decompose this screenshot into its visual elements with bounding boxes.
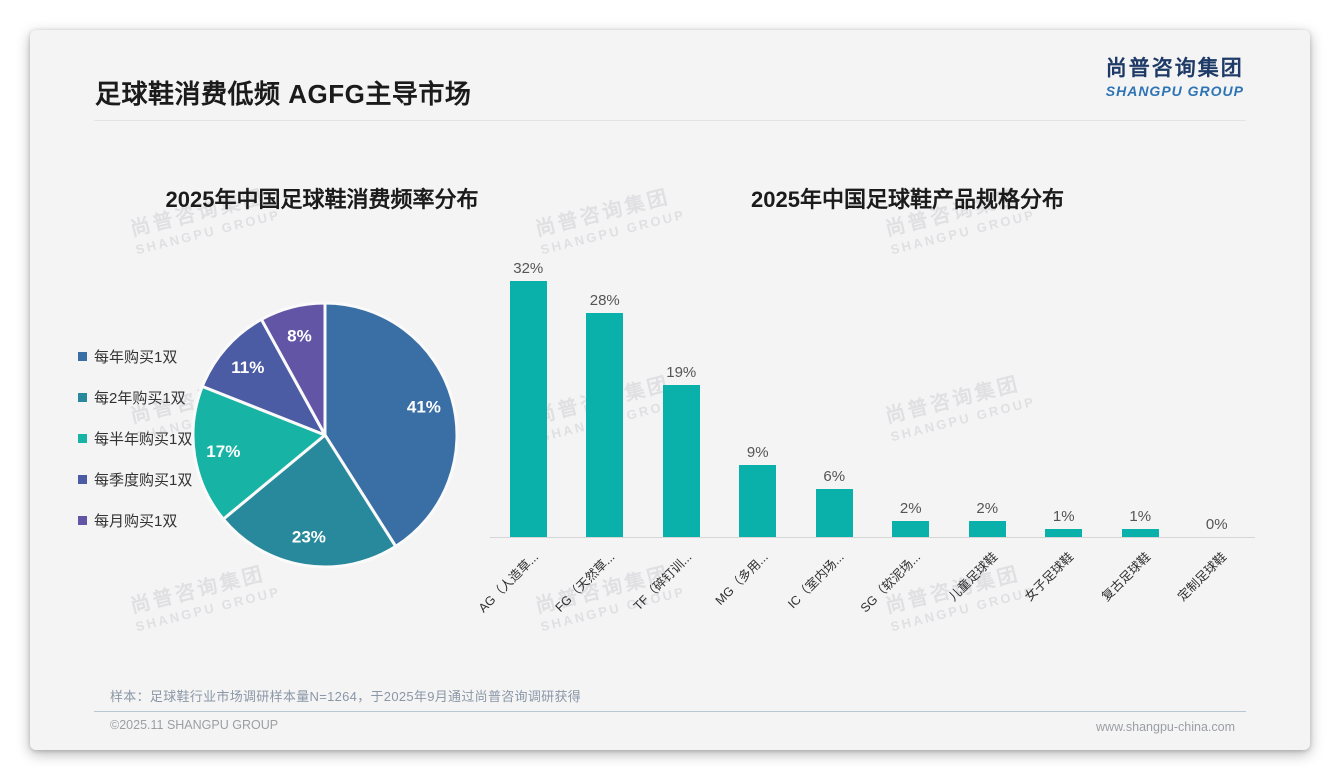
bar-value-label: 19% — [666, 364, 697, 381]
bar-category-label: 定制足球鞋 — [1175, 549, 1230, 604]
bar-value-label: 9% — [746, 444, 769, 461]
bar-column: 1% — [1102, 252, 1179, 537]
logo-english-text: SHANGPU GROUP — [1105, 83, 1244, 99]
bar-value-label: 2% — [976, 500, 999, 517]
bar — [815, 489, 853, 537]
bar-category-label: 女子足球鞋 — [1022, 549, 1077, 604]
legend-swatch — [78, 434, 87, 443]
bar-category-label: TF（碎钉训... — [630, 549, 694, 614]
legend-swatch — [78, 352, 87, 361]
legend-swatch — [78, 475, 87, 484]
legend-item: 每2年购买1双 — [78, 387, 192, 408]
legend-item: 每半年购买1双 — [78, 428, 192, 449]
bar-column: 1% — [1026, 252, 1103, 537]
pie-chart: 41% 23% 17% 11% 8% — [191, 301, 459, 569]
pie-value-label: 11% — [231, 358, 264, 377]
bar-column: 0% — [1179, 252, 1256, 537]
bar-value-label: 1% — [1129, 508, 1152, 525]
bar — [662, 385, 700, 537]
pie-legend: 每年购买1双 每2年购买1双 每半年购买1双 每季度购买1双 每月购买1双 — [78, 346, 192, 551]
bar-column: 19% — [643, 252, 720, 537]
bar-column: 6% — [796, 252, 873, 537]
legend-label: 每半年购买1双 — [94, 431, 193, 448]
page-title: 足球鞋消费低频 AGFG主导市场 — [95, 79, 472, 109]
bar-column: 2% — [873, 252, 950, 537]
legend-label: 每2年购买1双 — [94, 390, 186, 407]
website-text: www.shangpu-china.com — [1096, 720, 1235, 734]
bar-column: 9% — [720, 252, 797, 537]
bar-value-label: 6% — [823, 468, 846, 485]
slide-card: 尚普咨询集团 SHANGPU GROUP 尚普咨询集团 SHANGPU GROUP 尚普… — [30, 30, 1310, 750]
legend-item: 每月购买1双 — [78, 510, 192, 531]
bar-category-label: FG（天然草... — [552, 549, 618, 615]
pie-slice — [259, 301, 327, 437]
watermark-en: SHANGPU GROUP — [889, 206, 1038, 258]
bar-chart-title: 2025年中国足球鞋产品规格分布 — [751, 187, 1064, 212]
watermark-en: SHANGPU GROUP — [134, 206, 283, 258]
pie-value-label: 8% — [287, 326, 312, 345]
watermark-en: SHANGPU GROUP — [134, 583, 283, 635]
logo-chinese-text: 尚普咨询集团 — [1105, 57, 1244, 80]
pie-chart-title: 2025年中国足球鞋消费频率分布 — [165, 187, 479, 212]
bar-value-label: 28% — [589, 292, 620, 309]
bar-value-label: 0% — [1205, 516, 1228, 533]
legend-label: 每年购买1双 — [94, 349, 178, 366]
header-divider — [94, 120, 1246, 121]
copyright-text: ©2025.11 SHANGPU GROUP — [110, 718, 279, 732]
pie-slice — [221, 433, 398, 569]
legend-swatch — [78, 516, 87, 525]
bar — [586, 313, 624, 537]
pie-value-label: 41% — [407, 397, 441, 416]
bar — [968, 521, 1006, 537]
bar-category-label: MG（多用... — [712, 549, 771, 608]
legend-swatch — [78, 393, 87, 402]
bar-category-label: AG（人造草... — [475, 549, 541, 616]
legend-label: 每季度购买1双 — [94, 472, 193, 489]
bar-chart: 32% 28% 19% 9% 6% 2% 2% 1% 1% 0% — [490, 252, 1255, 538]
bar-value-label: 1% — [1052, 508, 1075, 525]
legend-label: 每月购买1双 — [94, 513, 178, 530]
bar-category-label: SG（软泥场... — [858, 549, 924, 616]
pie-slice — [200, 317, 327, 437]
bar — [892, 521, 930, 537]
bar-value-label: 32% — [513, 260, 544, 277]
bar-column: 28% — [567, 252, 644, 537]
pie-value-label: 17% — [206, 442, 240, 461]
footer-divider — [94, 711, 1246, 712]
legend-item: 每季度购买1双 — [78, 469, 192, 490]
bar-category-label: IC（室内场... — [785, 549, 847, 612]
bar — [1121, 529, 1159, 537]
pie-value-label: 23% — [292, 528, 326, 547]
bar — [1045, 529, 1083, 537]
bar-value-label: 2% — [899, 500, 922, 517]
bar-category-label: 儿童足球鞋 — [945, 549, 1000, 604]
watermark-en: SHANGPU GROUP — [539, 206, 688, 258]
bar-column: 32% — [490, 252, 567, 537]
company-logo: 尚普咨询集团 SHANGPU GROUP — [1106, 52, 1244, 99]
bar-column: 2% — [949, 252, 1026, 537]
legend-item: 每年购买1双 — [78, 346, 192, 367]
bar — [509, 281, 547, 537]
bar-xaxis-labels: AG（人造草... FG（天然草... TF（碎钉训... MG（多用... IC（室内… — [476, 539, 1255, 634]
pie-slice — [191, 384, 327, 521]
bar-category-label: 复古足球鞋 — [1098, 549, 1153, 604]
bar — [739, 465, 777, 537]
sample-note: 样本：足球鞋行业市场调研样本量N=1264，于2025年9月通过尚普咨询调研获得 — [110, 689, 582, 704]
